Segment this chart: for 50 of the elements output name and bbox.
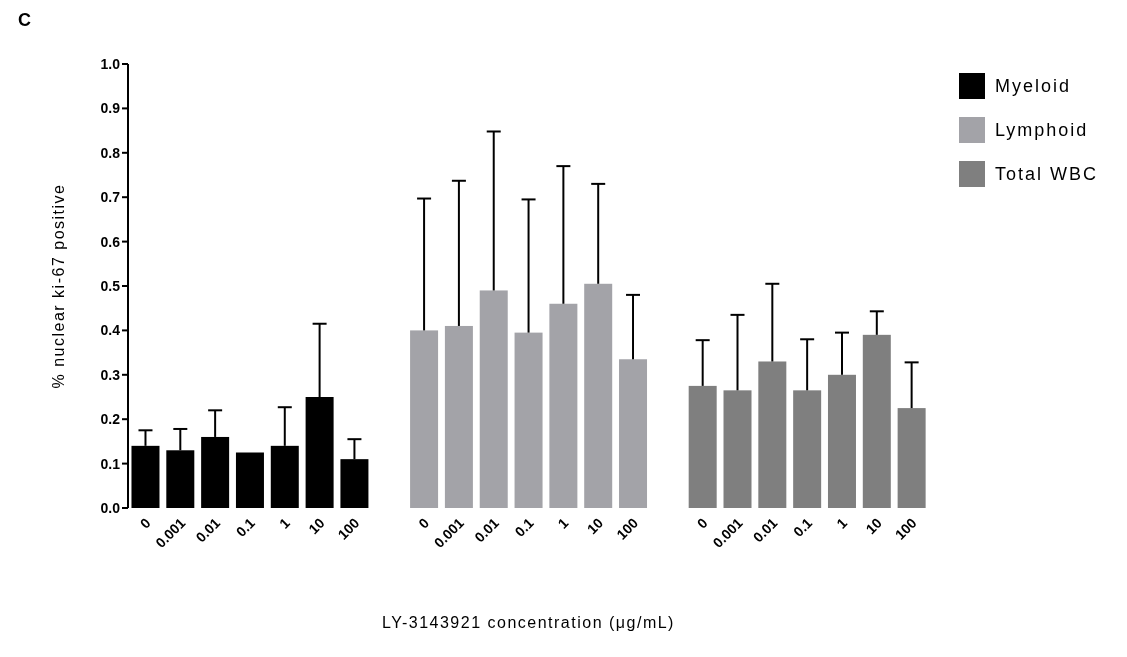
x-tick-label: 10: [583, 514, 607, 538]
y-tick-label: 0.2: [100, 411, 121, 428]
x-tick-label: 100: [613, 514, 642, 543]
chart-title: C: [18, 10, 31, 31]
y-tick-label: 0.5: [100, 277, 121, 294]
x-tick-label: 10: [862, 514, 885, 538]
legend-label: Total WBC: [994, 163, 1098, 185]
x-tick-label: 0.1: [232, 514, 259, 540]
bar: [235, 452, 264, 508]
y-tick-label: 0.6: [100, 233, 121, 250]
x-tick-label: 0: [136, 514, 154, 532]
y-tick-label: 0.8: [100, 144, 121, 161]
bar: [793, 390, 822, 508]
x-tick-label: 1: [276, 514, 293, 532]
x-tick-label: 0.1: [790, 514, 816, 540]
y-axis-title: % nuclear ki-67 positive: [49, 183, 67, 389]
bar: [619, 359, 648, 508]
x-tick-label: 0.1: [511, 514, 537, 540]
bar: [444, 325, 473, 508]
bar: [479, 290, 508, 508]
y-tick-label: 1.0: [100, 55, 121, 72]
x-tick-label: 0.01: [471, 514, 502, 546]
x-tick-label: 0.01: [749, 514, 781, 546]
bar: [827, 374, 856, 508]
x-tick-label: 0: [415, 514, 433, 532]
y-tick-label: 0.1: [100, 455, 121, 472]
bar: [897, 408, 926, 508]
x-tick-label: 10: [305, 514, 328, 538]
x-tick-label: 1: [554, 514, 572, 532]
bar: [862, 334, 891, 508]
y-tick-label: 0.7: [100, 189, 121, 206]
bar: [410, 330, 439, 508]
bar: [723, 390, 752, 508]
x-tick-label: 100: [891, 514, 920, 543]
bar: [584, 283, 613, 508]
bar: [549, 303, 578, 508]
x-tick-label: 1: [833, 514, 851, 532]
bar: [514, 332, 543, 508]
y-tick-label: 0.0: [100, 499, 121, 516]
x-axis-title: LY-3143921 concentration (μg/mL): [382, 614, 675, 631]
legend-label: Lymphoid: [994, 119, 1089, 141]
legend-label: Myeloid: [994, 75, 1071, 97]
x-tick-label: 0.01: [192, 514, 224, 546]
y-tick-label: 0.3: [100, 366, 121, 383]
y-tick-label: 0.9: [100, 100, 121, 117]
y-tick-label: 0.4: [100, 322, 121, 339]
bar: [688, 385, 717, 508]
x-tick-label: 0: [693, 514, 711, 532]
bar: [758, 361, 787, 508]
x-tick-label: 100: [334, 514, 363, 543]
